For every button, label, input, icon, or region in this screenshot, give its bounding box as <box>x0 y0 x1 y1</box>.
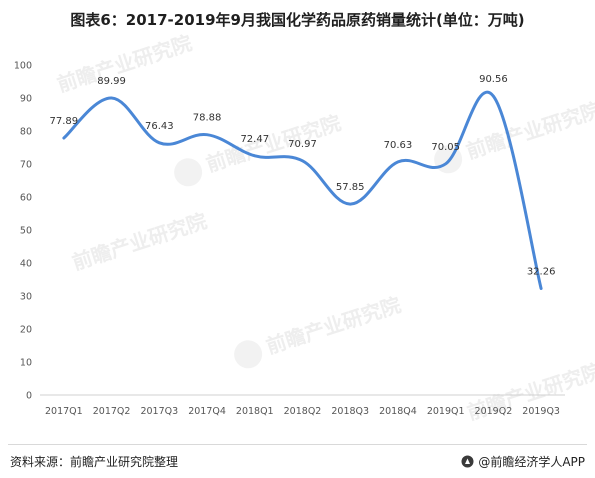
x-tick-label: 2018Q4 <box>379 406 417 417</box>
x-tick-label: 2017Q3 <box>140 406 178 417</box>
data-label: 77.89 <box>50 116 79 127</box>
data-label: 32.26 <box>527 267 556 278</box>
data-label: 72.47 <box>240 134 269 145</box>
source-note: 资料来源：前瞻产业研究院整理 <box>10 455 179 469</box>
y-tick-label: 50 <box>20 226 32 237</box>
x-tick-label: 2018Q2 <box>284 406 322 417</box>
watermark: 前瞻产业研究院 <box>263 292 404 358</box>
data-label: 57.85 <box>336 182 365 193</box>
x-tick-label: 2019Q1 <box>427 406 465 417</box>
line-chart: 前瞻产业研究院 前瞻产业研究院 前瞻产业研究院 前瞻产业研究院 前瞻产业研究院 … <box>14 31 595 425</box>
data-label: 90.56 <box>479 74 508 85</box>
y-tick-label: 10 <box>20 358 32 369</box>
y-tick-label: 100 <box>14 61 32 72</box>
data-label: 78.88 <box>193 113 222 124</box>
series-line <box>62 91 543 290</box>
data-label: 89.99 <box>97 76 126 87</box>
brand-text: @前瞻经济学人APP <box>478 455 585 469</box>
data-label: 70.63 <box>384 140 413 151</box>
data-label: 70.05 <box>431 142 460 153</box>
x-tick-label: 2019Q2 <box>475 406 513 417</box>
brand-logo-icon <box>461 455 474 468</box>
x-tick-label: 2017Q1 <box>45 406 83 417</box>
y-tick-label: 30 <box>20 292 32 303</box>
x-tick-label: 2017Q2 <box>93 406 131 417</box>
y-tick-label: 40 <box>20 259 32 270</box>
brand-credit: @前瞻经济学人APP <box>461 453 585 470</box>
watermark: 前瞻产业研究院 <box>463 97 595 163</box>
chart-title: 图表6：2017-2019年9月我国化学药品原药销量统计(单位：万吨) <box>70 11 525 29</box>
data-label: 70.97 <box>288 139 317 150</box>
watermark-layer: 前瞻产业研究院 前瞻产业研究院 前瞻产业研究院 前瞻产业研究院 前瞻产业研究院 … <box>54 31 595 425</box>
x-tick-label: 2018Q1 <box>236 406 274 417</box>
x-tick-label: 2018Q3 <box>331 406 369 417</box>
x-tick-label: 2017Q4 <box>188 406 226 417</box>
watermark: 前瞻产业研究院 <box>203 110 344 176</box>
y-tick-label: 70 <box>20 160 32 171</box>
y-tick-label: 90 <box>20 94 32 105</box>
x-tick-label: 2019Q3 <box>522 406 560 417</box>
y-tick-label: 60 <box>20 193 32 204</box>
y-tick-label: 20 <box>20 325 32 336</box>
y-tick-label: 80 <box>20 127 32 138</box>
watermark: 前瞻产业研究院 <box>69 209 210 275</box>
y-tick-label: 0 <box>26 391 32 402</box>
footer-divider <box>8 444 587 445</box>
data-label: 76.43 <box>145 121 174 132</box>
